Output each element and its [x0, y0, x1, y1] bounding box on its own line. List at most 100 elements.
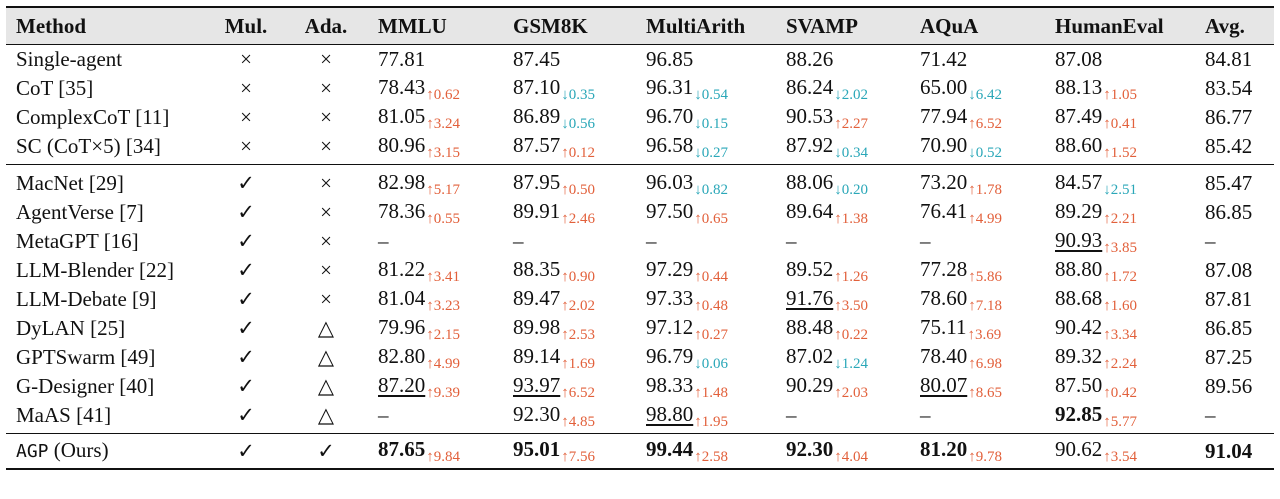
score-value: 87.02 — [786, 343, 834, 368]
score-value: 90.62 — [1055, 437, 1103, 462]
header-ada: Ada. — [284, 6, 368, 45]
avg-cell: – — [1205, 229, 1216, 254]
method-name: AGP — [16, 440, 49, 462]
ada-mark: × — [320, 287, 332, 312]
score-value: 65.00 — [920, 74, 968, 99]
aqua-cell: 81.20↑9.78 — [910, 432, 1045, 470]
score-value: 87.57 — [513, 132, 561, 157]
score-value: 87.45 — [513, 47, 561, 72]
method-name: SC (CoT×5) [34] — [16, 134, 161, 159]
table-row: DyLAN [25] ✓ △ 79.96↑2.15 89.98↑2.53 97.12↑0.… — [6, 314, 1274, 343]
delta-down: ↓2.51 — [1103, 181, 1137, 198]
table-row: G-Designer [40] ✓ △ 87.20↑9.39 93.97↑6.52 98.… — [6, 372, 1274, 401]
score-value: 89.64 — [786, 198, 834, 223]
humaneval-cell: 88.68↑1.60 — [1045, 285, 1195, 314]
delta-up: ↑7.56 — [561, 449, 595, 466]
delta-up: ↑3.24 — [426, 115, 460, 132]
method-name: CoT [35] — [16, 76, 94, 101]
score-value: 89.29 — [1055, 198, 1103, 223]
score-value: 87.20 — [378, 372, 426, 397]
mul-mark: × — [240, 105, 252, 130]
multiarith-cell: 97.50↑0.65 — [636, 198, 776, 227]
delta-up: ↑0.48 — [694, 297, 728, 314]
delta-down: ↓0.82 — [694, 181, 728, 198]
humaneval-cell: 87.50↑0.42 — [1045, 372, 1195, 401]
delta-down: ↓0.06 — [694, 355, 728, 372]
mmlu-cell: 87.65↑9.84 — [368, 432, 503, 470]
table-row: GPTSwarm [49] ✓ △ 82.80↑4.99 89.14↑1.69 96.79… — [6, 343, 1274, 372]
svamp-cell: 87.92↓0.34 — [776, 132, 910, 165]
aqua-cell: 70.90↓0.52 — [910, 132, 1045, 165]
gsm8k-cell: 89.14↑1.69 — [503, 343, 636, 372]
table-row: MetaGPT [16] ✓ × – – – – –90.93↑3.85– — [6, 227, 1274, 256]
delta-up: ↑4.99 — [426, 355, 460, 372]
gsm8k-cell: 89.91↑2.46 — [503, 198, 636, 227]
ada-mark: × — [320, 200, 332, 225]
score-value: 96.70 — [646, 103, 694, 128]
avg-cell: 89.56 — [1205, 374, 1253, 399]
mmlu-cell: 79.96↑2.15 — [368, 314, 503, 343]
score-value: 73.20 — [920, 169, 968, 194]
mul-mark: ✓ — [237, 200, 255, 225]
svamp-cell: 89.52↑1.26 — [776, 256, 910, 285]
score-value: 90.29 — [786, 372, 834, 397]
delta-up: ↑1.26 — [834, 268, 868, 285]
multiarith-cell: 96.31↓0.54 — [636, 74, 776, 103]
multiarith-cell: 98.80↑1.95 — [636, 401, 776, 434]
results-table: Method Mul. Ada. MMLU GSM8K MultiArith S… — [6, 6, 1274, 470]
gsm8k-cell: – — [503, 227, 636, 256]
method-cell: Single-agent — [6, 45, 208, 74]
method-cell: LLM-Debate [9] — [6, 285, 208, 314]
delta-up: ↑1.48 — [694, 384, 728, 401]
avg-cell: 85.42 — [1205, 134, 1253, 159]
delta-up: ↑1.60 — [1103, 297, 1137, 314]
score-value: 71.42 — [920, 47, 968, 72]
method-cell: G-Designer [40] — [6, 372, 208, 401]
score-value: 80.07 — [920, 372, 968, 397]
score-value: 88.26 — [786, 47, 834, 72]
table-row: ComplexCoT [11] × × 81.05↑3.24 86.89↓0.56 96.… — [6, 103, 1274, 132]
aqua-cell: 65.00↓6.42 — [910, 74, 1045, 103]
method-cell: CoT [35] — [6, 74, 208, 103]
mul-mark: ✓ — [208, 163, 284, 198]
score-value: 77.81 — [378, 47, 426, 72]
delta-up: ↑1.95 — [694, 413, 728, 430]
humaneval-cell: 88.80↑1.72 — [1045, 256, 1195, 285]
delta-up: ↑0.22 — [834, 326, 868, 343]
mmlu-cell: 77.81 — [368, 45, 503, 74]
method-name: Single-agent — [16, 47, 123, 72]
delta-up: ↑3.34 — [1103, 326, 1137, 343]
delta-up: ↑1.69 — [561, 355, 595, 372]
header-row: Method Mul. Ada. MMLU GSM8K MultiArith S… — [6, 6, 1274, 45]
svamp-cell: 88.48↑0.22 — [776, 314, 910, 343]
score-value: 90.93 — [1055, 227, 1103, 252]
method-cell: DyLAN [25] — [6, 314, 208, 343]
multiarith-cell: 96.79↓0.06 — [636, 343, 776, 372]
delta-up: ↑4.99 — [968, 210, 1002, 227]
mmlu-cell: 81.04↑3.23 — [368, 285, 503, 314]
score-value: – — [786, 229, 797, 254]
humaneval-cell: 90.93↑3.85 — [1045, 227, 1195, 256]
delta-down: ↓0.35 — [561, 86, 595, 103]
table-body: Single-agent × × 77.81 87.45 96.85 88.26 71.42 8… — [6, 45, 1274, 470]
delta-up: ↑0.12 — [561, 144, 595, 161]
mmlu-cell: 78.36↑0.55 — [368, 198, 503, 227]
svamp-cell: 92.30↑4.04 — [776, 432, 910, 470]
svamp-cell: – — [776, 401, 910, 434]
humaneval-cell: 90.42↑3.34 — [1045, 314, 1195, 343]
avg-cell: 86.77 — [1205, 105, 1253, 130]
score-value: 90.42 — [1055, 314, 1103, 339]
method-name: GPTSwarm [49] — [16, 345, 156, 370]
mul-mark: ✓ — [237, 258, 255, 283]
header-gsm8k: GSM8K — [503, 6, 636, 45]
avg-cell: 87.81 — [1205, 287, 1253, 312]
aqua-cell: 71.42 — [910, 45, 1045, 74]
ada-mark: △ — [317, 403, 335, 428]
method-cell: GPTSwarm [49] — [6, 343, 208, 372]
mmlu-cell: – — [368, 401, 503, 434]
humaneval-cell: 89.29↑2.21 — [1045, 198, 1195, 227]
delta-down: ↓2.02 — [834, 86, 868, 103]
delta-down: ↓0.20 — [834, 181, 868, 198]
gsm8k-cell: 93.97↑6.52 — [503, 372, 636, 401]
score-value: 89.91 — [513, 198, 561, 223]
